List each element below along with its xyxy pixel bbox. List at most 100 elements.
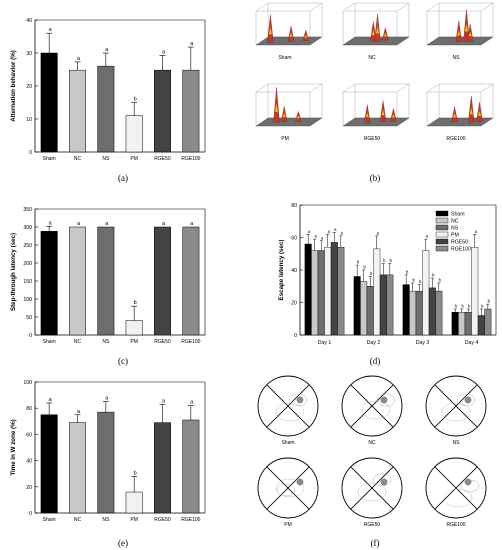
y-tick-label: 40 <box>26 18 32 24</box>
plot-box-edge <box>342 83 356 93</box>
panel-label-b: (b) <box>370 173 381 183</box>
y-tick-label: 0 <box>294 333 297 339</box>
bar <box>415 290 423 336</box>
swim-trace <box>288 393 308 407</box>
panel-label-f: (f) <box>371 538 380 548</box>
platform-marker <box>296 478 304 486</box>
significance-letter: b <box>432 273 435 278</box>
plot-box-edge <box>255 2 269 12</box>
legend-swatch <box>435 224 449 231</box>
bar <box>69 422 86 514</box>
legend-label: RGE100 <box>451 247 471 253</box>
legend-swatch <box>435 210 449 217</box>
bar <box>471 247 479 336</box>
bar <box>97 411 115 514</box>
legend-label: NS <box>451 226 459 232</box>
plot-box-back <box>267 2 323 38</box>
y-tick-label: 0 <box>29 150 32 156</box>
quadrant-line <box>266 384 310 428</box>
panel-label-c: (c) <box>118 356 128 366</box>
x-tick-label: Sham <box>43 156 56 162</box>
significance-letter: b <box>134 97 137 103</box>
y-tick-label: 20 <box>26 84 32 90</box>
significance-letter: b <box>439 278 442 283</box>
significance-letter: a <box>334 227 337 232</box>
y-tick-label: 100 <box>23 297 32 303</box>
bar <box>428 287 436 336</box>
platform-marker <box>296 396 304 404</box>
significance-letter: b <box>134 300 137 306</box>
plot-label: RGE100 <box>446 136 465 142</box>
significance-letter: a <box>162 49 166 55</box>
significance-letter: a <box>105 47 109 53</box>
x-tick-label: NC <box>74 517 82 523</box>
x-tick-label: RGE100 <box>181 339 200 345</box>
bar <box>435 290 443 336</box>
legend-swatch <box>435 245 449 252</box>
swim-trace <box>357 482 387 502</box>
swim-trace <box>456 393 476 407</box>
plot-box-edge <box>426 83 440 93</box>
significance-letter: b <box>419 279 422 284</box>
plot-box-edge <box>342 2 356 12</box>
bar <box>353 276 361 336</box>
bar <box>40 52 58 153</box>
x-tick-label: NS <box>102 517 110 523</box>
surface-peak-highlight <box>282 113 286 117</box>
surface-floor <box>426 117 494 127</box>
bar <box>182 419 200 514</box>
bar <box>379 274 387 336</box>
bar <box>182 226 200 336</box>
platform-marker <box>380 396 388 404</box>
plot-box-back <box>354 2 410 38</box>
plot-box-edge <box>480 2 494 12</box>
plot-box-edge <box>309 2 323 12</box>
surface-peak-highlight <box>383 33 387 37</box>
surface-peak-highlight <box>468 31 472 37</box>
significance-letter: b <box>455 304 458 309</box>
surface-peak-highlight <box>381 110 385 116</box>
significance-letter: a <box>341 230 344 235</box>
swim-trace <box>361 400 391 420</box>
panel-label-a: (a) <box>118 173 128 183</box>
legend-label: RGE50 <box>451 240 468 246</box>
significance-letter: b <box>390 258 393 263</box>
surface-peak-highlight <box>304 34 308 38</box>
bar <box>484 308 492 336</box>
surface-peak-highlight <box>478 110 481 116</box>
surface-peak-highlight <box>469 107 473 115</box>
plot-label: PM <box>281 136 289 142</box>
significance-letter: a <box>475 229 478 234</box>
bar <box>451 312 459 336</box>
significance-letter: b <box>383 258 386 263</box>
bar <box>154 422 171 514</box>
legend-swatch <box>435 238 449 245</box>
x-tick-label: Day 1 <box>318 340 332 346</box>
surface-peak-highlight <box>275 103 279 112</box>
swim-trace <box>275 402 305 422</box>
bar <box>360 281 368 336</box>
pool-label: NS <box>453 440 461 446</box>
plot-label: Sham <box>278 55 291 61</box>
surface-floor <box>342 117 410 127</box>
legend-label: Sham <box>451 212 465 218</box>
bar <box>97 226 115 336</box>
y-tick-label: 40 <box>26 459 32 465</box>
bar <box>40 231 58 336</box>
y-tick-label: 60 <box>291 236 297 242</box>
significance-letter: a <box>77 221 81 227</box>
y-tick-label: 150 <box>23 279 32 285</box>
bar <box>402 284 410 336</box>
y-tick-label: 80 <box>26 406 32 412</box>
quadrant-line <box>434 466 478 510</box>
quadrant-line <box>434 384 478 428</box>
significance-letter: b <box>481 304 484 309</box>
y-tick-label: 20 <box>291 301 297 307</box>
bar <box>125 320 143 336</box>
swim-trace <box>441 402 471 422</box>
y-axis-label: Escape latency (sec) <box>278 240 285 301</box>
pool-label: NC <box>368 440 376 446</box>
legend-swatch <box>435 231 449 238</box>
